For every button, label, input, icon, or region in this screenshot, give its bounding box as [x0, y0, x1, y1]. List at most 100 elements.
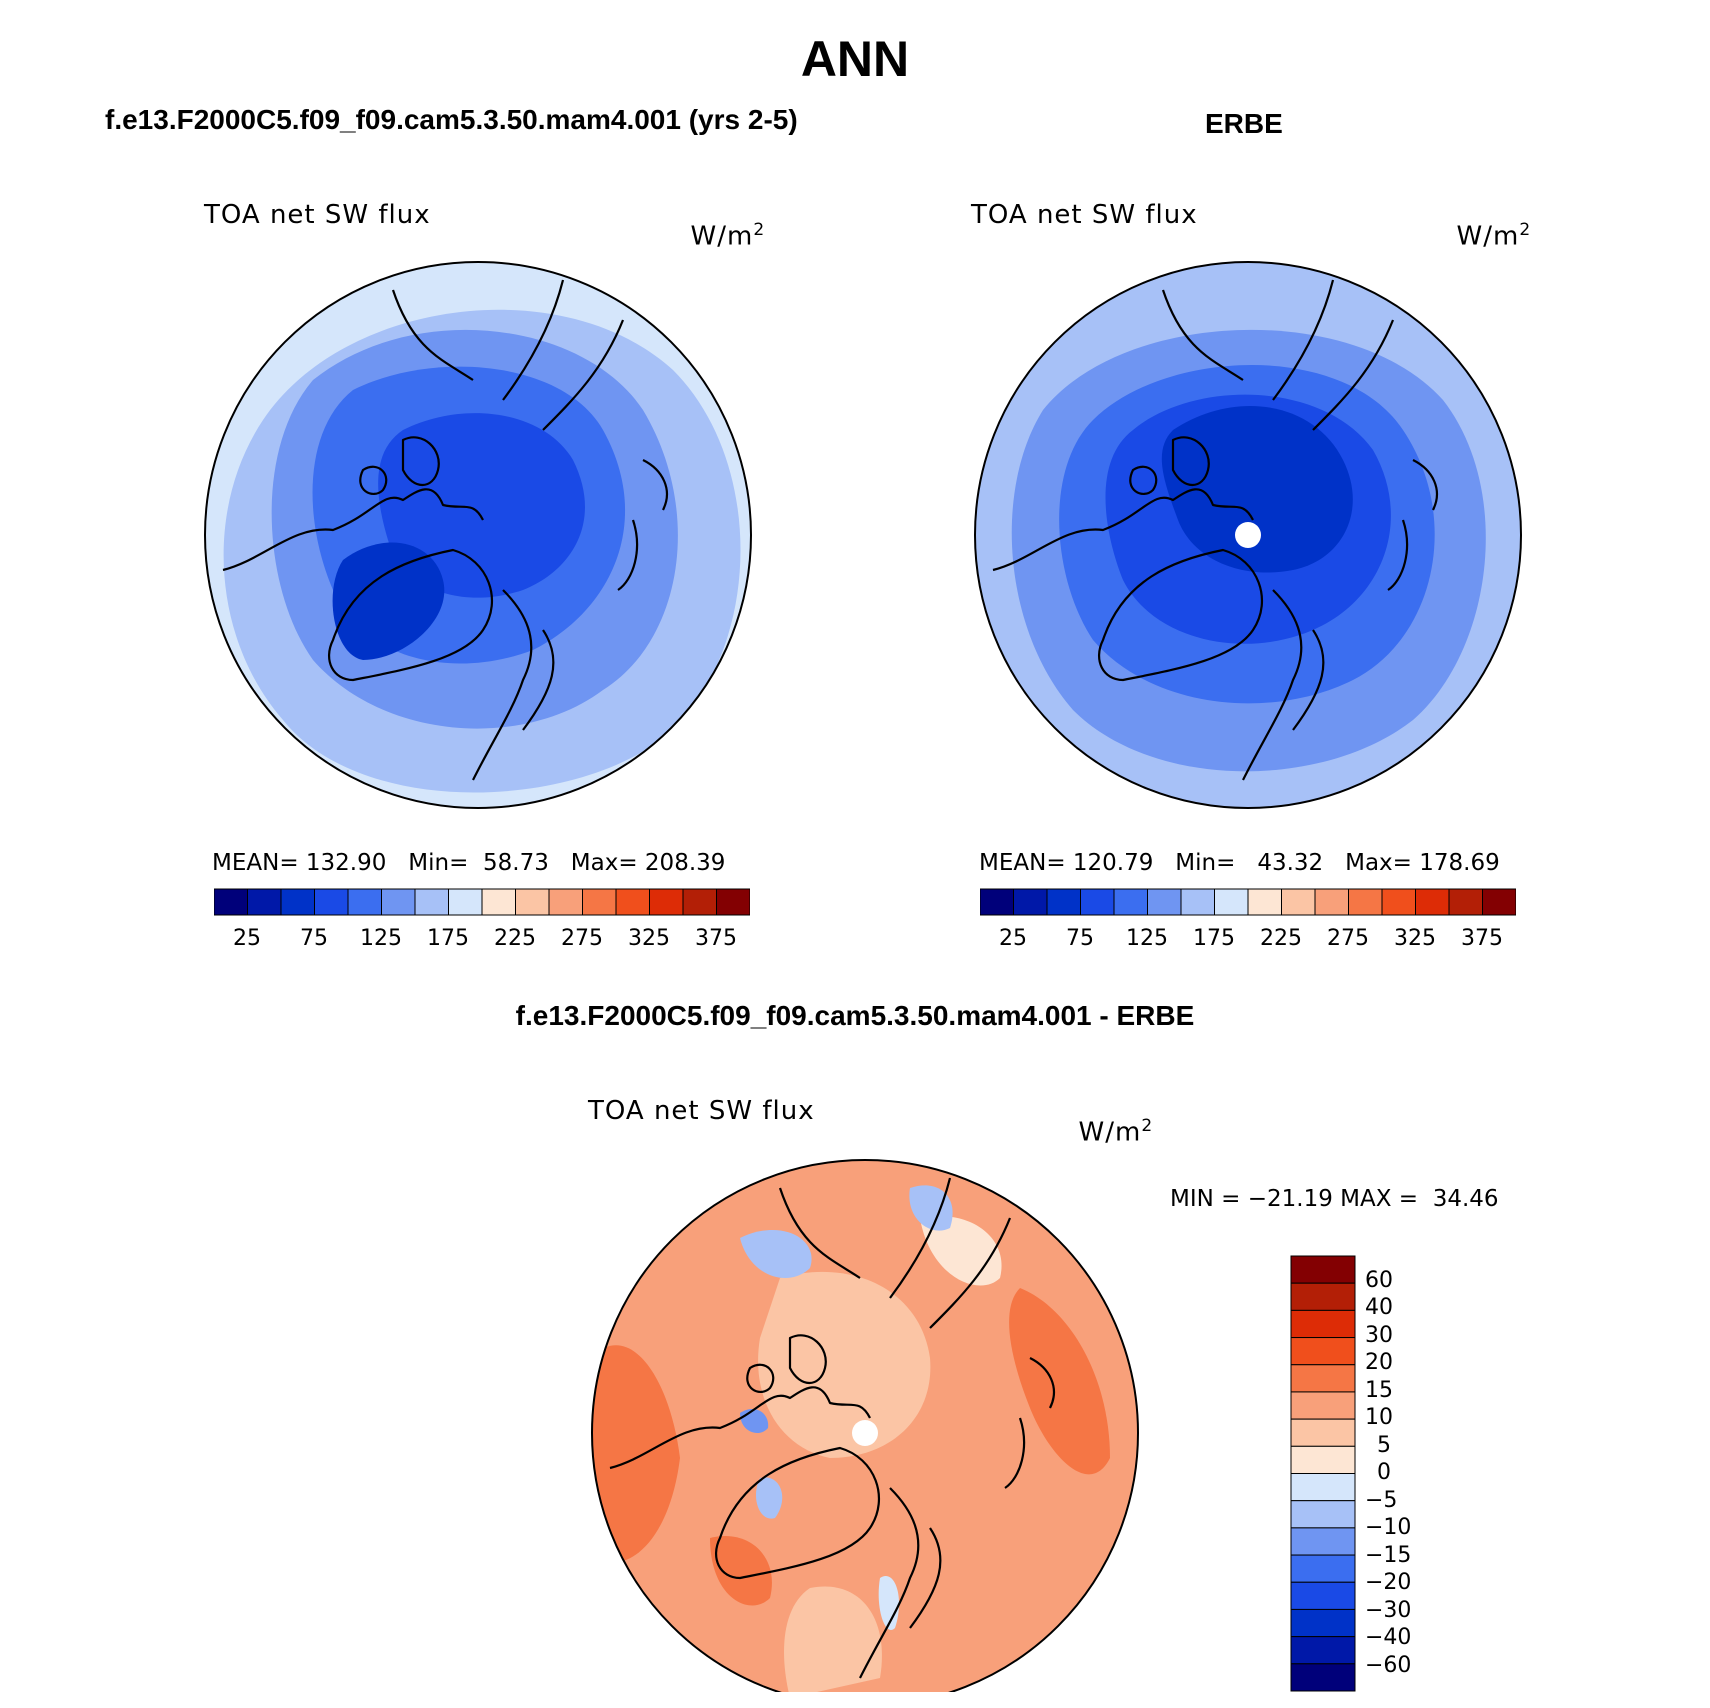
- panel-1-tick: 275: [561, 926, 603, 951]
- panel-2-colorbar-swatch: [1214, 888, 1249, 916]
- panel-1-field-band-75: [332, 542, 445, 660]
- panel-3-tick: −60: [1365, 1653, 1412, 1678]
- panel-1-colorbar-swatch: [582, 888, 617, 916]
- panel-2-colorbar-swatch: [1180, 888, 1215, 916]
- panel-3-tick: −20: [1365, 1570, 1412, 1595]
- panel-2-tick: 75: [1066, 926, 1094, 951]
- panel-1-coastlines: [222, 279, 668, 781]
- panel-2-colorbar-swatch: [1080, 888, 1115, 916]
- panel-3-stats: MIN = −21.19 MAX = 34.46: [1170, 1186, 1499, 1212]
- panel-3-field-cool-patch: [740, 1229, 812, 1278]
- panel-3-field-cool-patch: [755, 1477, 783, 1519]
- panel-1-colorbar-ticks: 25 75 125 175 225 275 325 375: [214, 926, 750, 956]
- panel-2-colorbar-swatch: [1013, 888, 1048, 916]
- panel-2-tick: 25: [999, 926, 1027, 951]
- panel-3-tick: −30: [1365, 1598, 1412, 1623]
- panel-2-coastlines: [992, 279, 1438, 781]
- panel-2-tick: 325: [1394, 926, 1436, 951]
- panel-1-colorbar-swatch: [615, 888, 650, 916]
- panel-3-tick: 5: [1377, 1433, 1391, 1458]
- panel-2-colorbar-ticks: 25 75 125 175 225 275 325 375: [980, 926, 1516, 956]
- panel-1-colorbar-swatch: [548, 888, 583, 916]
- panel-3-tick: 30: [1365, 1323, 1393, 1348]
- panel-1-colorbar-swatch: [247, 888, 282, 916]
- panel-1-colorbar-swatch: [649, 888, 684, 916]
- panel-3-variable-label: TOA net SW flux: [588, 1096, 815, 1126]
- panel-3-colorbar-swatch: [1290, 1500, 1356, 1529]
- panel-3-field-warm-patch: [592, 1345, 680, 1563]
- panel-3-colorbar-swatch: [1290, 1663, 1356, 1692]
- panel-1-colorbar-swatch: [716, 888, 751, 916]
- panel-2-colorbar-swatch: [1348, 888, 1383, 916]
- panel-3-tick: −15: [1365, 1543, 1412, 1568]
- panel-1-colorbar-swatch: [414, 888, 449, 916]
- panel-2-colorbar-swatch: [1448, 888, 1483, 916]
- panel-3-tick: −40: [1365, 1625, 1412, 1650]
- panel-1-tick: 25: [233, 926, 261, 951]
- panel-3-units: W/m2: [1060, 1086, 1153, 1148]
- panel-2-colorbar-swatch: [1314, 888, 1349, 916]
- panel-3-colorbar: [1290, 1255, 1356, 1695]
- panel-2-tick: 275: [1327, 926, 1369, 951]
- panel-1-colorbar-swatch: [515, 888, 550, 916]
- panel-2-colorbar-swatch: [1482, 888, 1517, 916]
- panel-2-colorbar-swatch: [1415, 888, 1450, 916]
- panel-1-stats: MEAN= 132.90 Min= 58.73 Max= 208.39: [212, 850, 726, 876]
- panel-3-colorbar-swatch: [1290, 1282, 1356, 1311]
- panel-2-units: W/m2: [1438, 190, 1531, 252]
- panel-1-colorbar-swatch: [481, 888, 516, 916]
- panel-1-map-border: [204, 261, 752, 809]
- panel-3-colorbar-swatch: [1290, 1364, 1356, 1393]
- panel-1-colorbar: [213, 888, 751, 916]
- panel-2-colorbar: [979, 888, 1517, 916]
- panel-2-colorbar-swatch: [1147, 888, 1182, 916]
- panel-2-colorbar-swatch: [1381, 888, 1416, 916]
- panel-3-colorbar-ticks: 60 40 30 20 15 10 5 0 −5 −10 −15 −20 −30…: [1365, 1255, 1445, 1692]
- panel-2-field-band-75: [1161, 406, 1353, 573]
- panel-1-units: W/m2: [672, 190, 765, 252]
- panel-1-variable-label: TOA net SW flux: [204, 200, 431, 230]
- panel-1-colorbar-swatch: [347, 888, 382, 916]
- panel-3-field-warm-patch: [710, 1536, 772, 1606]
- panel-1-colorbar-swatch: [448, 888, 483, 916]
- panel-2-pole-missing: [1235, 522, 1261, 548]
- panel-3-tick: 60: [1365, 1268, 1393, 1293]
- panel-3-field-warm-patch: [1009, 1288, 1110, 1475]
- panel-2-tick: 375: [1461, 926, 1503, 951]
- panel-1-map: [203, 260, 753, 810]
- panel-2-units-text: W/m: [1456, 221, 1520, 252]
- panel-3-colorbar-swatch: [1290, 1418, 1356, 1447]
- panel-3-colorbar-swatch: [1290, 1554, 1356, 1583]
- panel-3-field-neutral-patch: [920, 1216, 1002, 1286]
- panel-3-field-cool-patch: [909, 1185, 953, 1231]
- panel-3-colorbar-swatch: [1290, 1636, 1356, 1665]
- panel-3-field-light-patch: [758, 1271, 931, 1458]
- panel-3-tick: −5: [1365, 1488, 1398, 1513]
- panel-3-pole-missing: [852, 1420, 878, 1446]
- panel-3-colorbar-swatch: [1290, 1391, 1356, 1420]
- panel-1-tick: 325: [628, 926, 670, 951]
- panel-2-stats: MEAN= 120.79 Min= 43.32 Max= 178.69: [979, 850, 1500, 876]
- panel-1-tick: 125: [360, 926, 402, 951]
- panel-3-field-light-patch: [784, 1586, 882, 1698]
- panel-3-colorbar-swatch: [1290, 1309, 1356, 1339]
- panel-3-colorbar-swatch: [1290, 1608, 1356, 1638]
- panel-3-tick: 10: [1365, 1405, 1393, 1430]
- panel-3-title: f.e13.F2000C5.f09_f09.cam5.3.50.mam4.001…: [515, 1000, 1195, 1031]
- panel-3-colorbar-swatch: [1290, 1527, 1356, 1556]
- panel-2-colorbar-swatch: [979, 888, 1014, 916]
- panel-3-map: [590, 1158, 1140, 1708]
- panel-2-units-sup: 2: [1519, 220, 1532, 240]
- panel-1-field-band-100: [378, 413, 585, 598]
- panel-3-colorbar-swatch: [1290, 1337, 1356, 1366]
- panel-1-units-text: W/m: [690, 221, 754, 252]
- panel-1-colorbar-swatch: [682, 888, 717, 916]
- panel-2-tick: 225: [1260, 926, 1302, 951]
- panel-2-map: [973, 260, 1523, 810]
- panel-2-colorbar-swatch: [1113, 888, 1148, 916]
- panel-3-colorbar-swatch: [1290, 1445, 1356, 1474]
- panel-2-colorbar-swatch: [1247, 888, 1282, 916]
- panel-3-colorbar-swatch: [1290, 1255, 1356, 1284]
- panel-3-colorbar-swatch: [1290, 1581, 1356, 1610]
- panel-1-units-sup: 2: [753, 220, 766, 240]
